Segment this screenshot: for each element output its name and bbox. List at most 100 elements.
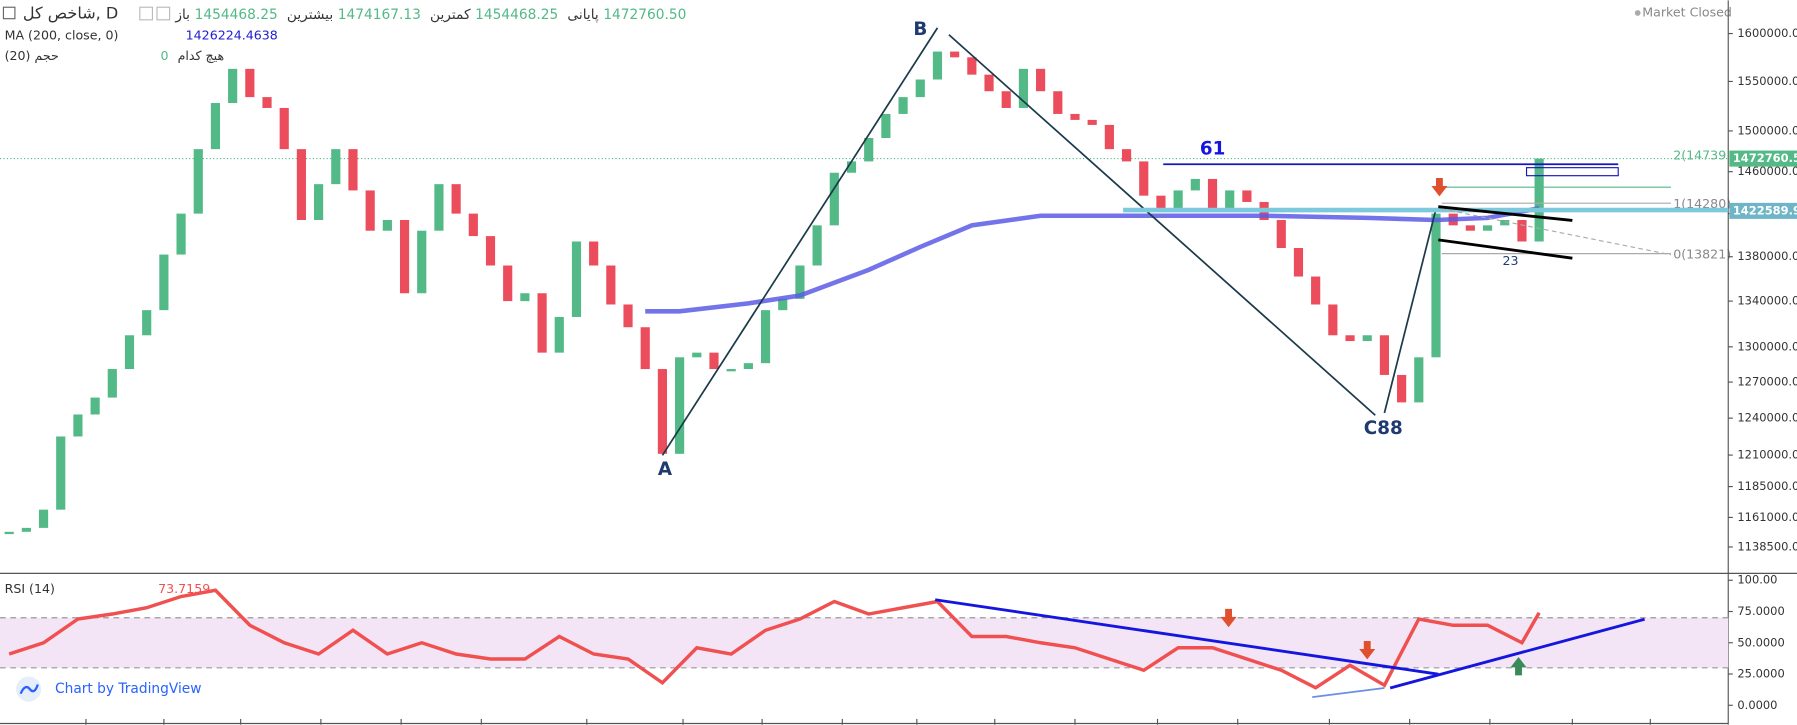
- candle: [1534, 158, 1544, 242]
- signal-arrow: [1431, 177, 1448, 197]
- candle: [56, 436, 66, 510]
- drawings: [661, 27, 1729, 698]
- y-tick-label: 1185000.00: [1737, 479, 1797, 493]
- candle: [210, 103, 221, 150]
- candle: [124, 335, 135, 370]
- candle: [1242, 190, 1252, 202]
- candle: [554, 316, 564, 353]
- candle: [623, 304, 633, 328]
- wave-line: [948, 34, 1376, 416]
- status-dot: [1634, 10, 1641, 16]
- candle: [4, 531, 14, 535]
- candle: [1207, 178, 1218, 209]
- candle: [1190, 178, 1200, 191]
- candle: [778, 298, 788, 311]
- chart-title: شاخص کل, D: [23, 4, 118, 24]
- candle: [675, 357, 685, 454]
- candle: [1328, 304, 1338, 336]
- y-tick-label: 0.0000: [1737, 698, 1777, 712]
- candle: [1018, 68, 1029, 108]
- candle: [606, 265, 616, 305]
- candle: [829, 172, 839, 226]
- candle: [468, 213, 478, 237]
- collapse-icon[interactable]: [2, 6, 16, 20]
- trend-line: [1438, 205, 1573, 222]
- candle: [365, 190, 375, 231]
- candle: [915, 79, 925, 98]
- annotation: B: [913, 19, 927, 40]
- info-value: 1472760.50: [603, 7, 686, 23]
- price-label-box: [1729, 150, 1797, 167]
- candle: [760, 310, 771, 364]
- y-tick-label: 1270000.00: [1737, 375, 1797, 389]
- candle: [1087, 119, 1097, 125]
- candle: [709, 352, 719, 370]
- candle: [1431, 213, 1441, 358]
- candle: [846, 161, 857, 173]
- signal-arrow: [1220, 608, 1237, 628]
- candle: [1001, 91, 1011, 108]
- trend-line: [1441, 208, 1672, 256]
- candle: [107, 369, 117, 398]
- y-tick-label: 1340000.00: [1737, 294, 1797, 308]
- candle: [1053, 91, 1063, 114]
- candle: [640, 327, 650, 370]
- candle: [589, 241, 599, 266]
- candle: [520, 293, 530, 302]
- candle: [1465, 225, 1475, 231]
- candle: [795, 265, 805, 299]
- candle: [382, 220, 392, 231]
- price-label: 1422589.92: [1733, 203, 1797, 217]
- rsi-line: [8, 588, 1541, 690]
- y-tick-label: 50.0000: [1737, 635, 1784, 649]
- candle: [279, 107, 289, 150]
- price-label-box: [1729, 202, 1797, 219]
- candle: [451, 184, 461, 214]
- candle: [176, 213, 186, 255]
- candle: [1225, 190, 1235, 209]
- candle: [1070, 113, 1080, 120]
- candle: [537, 293, 547, 353]
- rsi-arrow: [1312, 687, 1385, 698]
- y-tick-label: 1500000.00: [1737, 123, 1797, 137]
- price-label: 1472760.50: [1733, 151, 1797, 165]
- candle: [21, 527, 31, 532]
- target-box: [1525, 167, 1619, 177]
- candle: [1414, 357, 1424, 403]
- fib-label: 0(13821): [1673, 246, 1731, 261]
- indicator-value: هیچ کدام: [178, 48, 224, 64]
- candle: [1173, 190, 1183, 209]
- market-status: Market Closed: [1642, 4, 1732, 19]
- candle: [193, 149, 203, 214]
- candle: [1156, 195, 1166, 209]
- candle: [245, 68, 255, 98]
- candle: [1397, 374, 1407, 403]
- annotation: C88: [1364, 418, 1403, 439]
- candle: [657, 369, 667, 454]
- candle: [881, 113, 891, 138]
- ma-line: [645, 206, 1540, 314]
- credit[interactable]: Chart by TradingView: [55, 681, 201, 697]
- candle: [1139, 161, 1149, 196]
- signal-arrow: [1510, 657, 1527, 676]
- candle: [692, 352, 702, 358]
- annotation: 61: [1200, 138, 1226, 159]
- y-tick-label: 1240000.00: [1737, 411, 1797, 425]
- candle: [984, 74, 994, 92]
- info-label: بیشترین: [287, 7, 333, 23]
- candle: [571, 241, 582, 317]
- indicator-label: RSI (14): [5, 581, 55, 596]
- y-tick-label: 1210000.00: [1737, 448, 1797, 462]
- icons: [139, 6, 171, 21]
- candle: [1104, 124, 1114, 150]
- candle: [743, 363, 753, 370]
- candle: [90, 397, 100, 415]
- candle: [1362, 335, 1372, 342]
- info-value: 1454468.25: [195, 7, 278, 23]
- candle: [1276, 220, 1286, 249]
- annotation: 23: [1502, 253, 1518, 268]
- y-tick-label: 1161000.00: [1737, 510, 1797, 524]
- candle: [417, 230, 427, 294]
- y-tick-label: 25.0000: [1737, 667, 1784, 681]
- info-label: باز: [174, 7, 190, 23]
